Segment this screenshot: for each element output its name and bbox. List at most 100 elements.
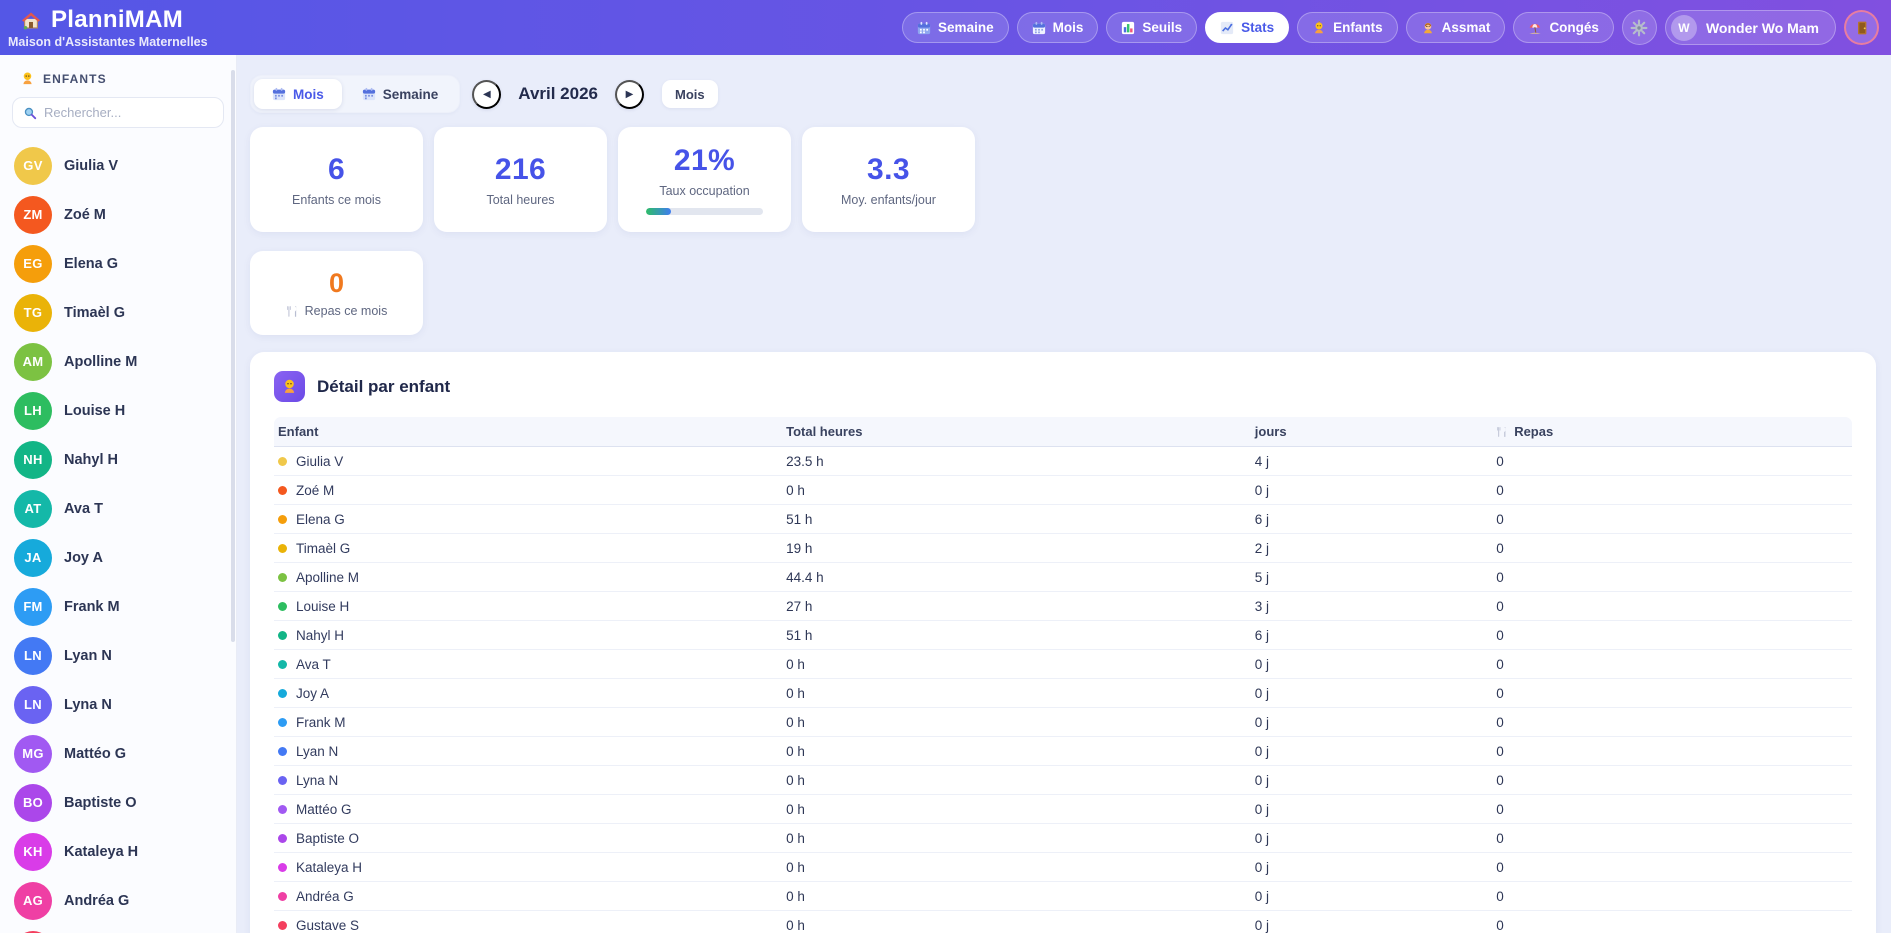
table-row[interactable]: Kataleya H 0 h 0 j 0	[274, 852, 1852, 882]
row-child-name: Apolline M	[296, 569, 360, 585]
sidebar-child-item[interactable]: AG Andréa G	[0, 876, 236, 925]
table-row[interactable]: Timaèl G 19 h 2 j 0	[274, 533, 1852, 563]
next-period-button[interactable]: ▶	[615, 79, 645, 109]
child-color-dot	[278, 747, 287, 756]
nav-mois-button[interactable]: Mois	[1016, 12, 1099, 43]
period-controls: Mois Semaine ◀ Avril 2026 ▶ Mois	[250, 75, 1876, 113]
stat-label: Total heures	[486, 192, 555, 207]
row-meals: 0	[1492, 475, 1852, 505]
table-row[interactable]: Joy A 0 h 0 j 0	[274, 678, 1852, 708]
row-days: 0 j	[1250, 475, 1493, 505]
sidebar-scrollbar[interactable]	[231, 70, 235, 642]
sidebar-child-item[interactable]: JA Joy A	[0, 533, 236, 582]
nav-enfants-button[interactable]: Enfants	[1297, 12, 1398, 43]
table-row[interactable]: Ava T 0 h 0 j 0	[274, 649, 1852, 679]
meal-icon	[286, 305, 299, 318]
search-box	[12, 97, 224, 128]
tab-mois[interactable]: Mois	[254, 79, 342, 109]
child-name: Ava T	[64, 500, 103, 517]
child-color-dot	[278, 573, 287, 582]
nav-mois-label: Mois	[1052, 20, 1084, 35]
child-name: Giulia V	[64, 157, 118, 174]
child-name: Kataleya H	[64, 843, 139, 860]
settings-button[interactable]	[1621, 10, 1657, 45]
row-child-name: Nahyl H	[296, 627, 345, 643]
table-row[interactable]: Gustave S 0 h 0 j 0	[274, 910, 1852, 933]
calendar-icon	[362, 87, 376, 101]
previous-period-button[interactable]: ◀	[472, 79, 502, 109]
table-row[interactable]: Frank M 0 h 0 j 0	[274, 707, 1852, 737]
sidebar-child-item[interactable]: NH Nahyl H	[0, 435, 236, 484]
row-meals: 0	[1492, 852, 1852, 882]
row-total-hours: 44.4 h	[782, 562, 1251, 592]
meal-icon	[1496, 426, 1508, 438]
sidebar-child-item[interactable]: AT Ava T	[0, 484, 236, 533]
calendar-icon	[917, 21, 931, 35]
sidebar-child-item[interactable]: EG Elena G	[0, 239, 236, 288]
brand: PlanniMAM Maison d'Assistantes Maternell…	[8, 6, 208, 49]
child-name: Baptiste O	[64, 794, 137, 811]
table-row[interactable]: Lyan N 0 h 0 j 0	[274, 736, 1852, 766]
sidebar-child-item[interactable]: LN Lyan N	[0, 631, 236, 680]
table-row[interactable]: Louise H 27 h 3 j 0	[274, 591, 1852, 621]
child-color-dot	[278, 457, 287, 466]
nav-conges-button[interactable]: Congés	[1513, 12, 1614, 43]
row-days: 0 j	[1250, 649, 1493, 679]
child-avatar: MG	[14, 734, 52, 773]
sidebar-child-item[interactable]: GS Gustave S	[0, 925, 236, 933]
occupancy-progress-fill	[646, 208, 671, 215]
baby-icon	[20, 71, 35, 86]
sidebar-child-item[interactable]: MG Mattéo G	[0, 729, 236, 778]
sidebar-child-item[interactable]: ZM Zoé M	[0, 190, 236, 239]
table-row[interactable]: Zoé M 0 h 0 j 0	[274, 475, 1852, 505]
sidebar-child-item[interactable]: FM Frank M	[0, 582, 236, 631]
sidebar-child-item[interactable]: LH Louise H	[0, 386, 236, 435]
stat-value: 21%	[673, 144, 736, 177]
stat-card: 3.3 Moy. enfants/jour	[802, 127, 975, 232]
nav-semaine-button[interactable]: Semaine	[902, 12, 1009, 43]
table-row[interactable]: Elena G 51 h 6 j 0	[274, 504, 1852, 534]
table-row[interactable]: Nahyl H 51 h 6 j 0	[274, 620, 1852, 650]
sidebar: ENFANTS GV Giulia V ZM Zoé M	[0, 55, 237, 933]
search-icon	[23, 106, 37, 120]
table-row[interactable]: Andréa G 0 h 0 j 0	[274, 881, 1852, 911]
period-label: Avril 2026	[518, 84, 599, 103]
sidebar-child-item[interactable]: AM Apolline M	[0, 337, 236, 386]
sidebar-child-item[interactable]: LN Lyna N	[0, 680, 236, 729]
child-color-dot	[278, 892, 287, 901]
logout-button[interactable]	[1844, 10, 1879, 45]
table-row[interactable]: Apolline M 44.4 h 5 j 0	[274, 562, 1852, 592]
stats-row: 6 Enfants ce mois 216 Total heures 21% T…	[250, 127, 1876, 232]
stat-value: 216	[494, 152, 547, 186]
child-name: Lyna N	[64, 696, 112, 713]
nav-seuils-label: Seuils	[1142, 20, 1183, 35]
nav-assmat-button[interactable]: Assmat	[1405, 12, 1506, 43]
column-header-jours: jours	[1250, 417, 1493, 447]
tab-semaine[interactable]: Semaine	[344, 79, 457, 109]
child-name: Apolline M	[64, 353, 138, 370]
sidebar-child-item[interactable]: KH Kataleya H	[0, 827, 236, 876]
child-avatar: JA	[14, 538, 52, 577]
sidebar-child-item[interactable]: BO Baptiste O	[0, 778, 236, 827]
row-child-name: Elena G	[296, 511, 345, 527]
search-input[interactable]	[44, 105, 220, 120]
row-child-name: Lyan N	[296, 743, 339, 759]
calendar-icon	[272, 87, 286, 101]
table-row[interactable]: Baptiste O 0 h 0 j 0	[274, 823, 1852, 853]
period-mode-chip[interactable]: Mois	[662, 80, 718, 108]
nav-stats-button[interactable]: Stats	[1205, 12, 1290, 43]
table-row[interactable]: Mattéo G 0 h 0 j 0	[274, 794, 1852, 824]
sidebar-child-item[interactable]: TG Timaèl G	[0, 288, 236, 337]
main-content: Mois Semaine ◀ Avril 2026 ▶ Mois	[237, 55, 1891, 933]
row-days: 0 j	[1250, 707, 1493, 737]
meals-value: 0	[328, 268, 345, 298]
nav-seuils-button[interactable]: Seuils	[1106, 12, 1198, 43]
user-menu-button[interactable]: W Wonder Wo Mam	[1664, 10, 1836, 45]
sidebar-child-item[interactable]: GV Giulia V	[0, 141, 236, 190]
table-header-row: Enfant Total heures jours Repas	[274, 417, 1852, 447]
row-days: 5 j	[1250, 562, 1493, 592]
table-row[interactable]: Lyna N 0 h 0 j 0	[274, 765, 1852, 795]
child-avatar: NH	[14, 440, 52, 479]
table-row[interactable]: Giulia V 23.5 h 4 j 0	[274, 446, 1852, 476]
